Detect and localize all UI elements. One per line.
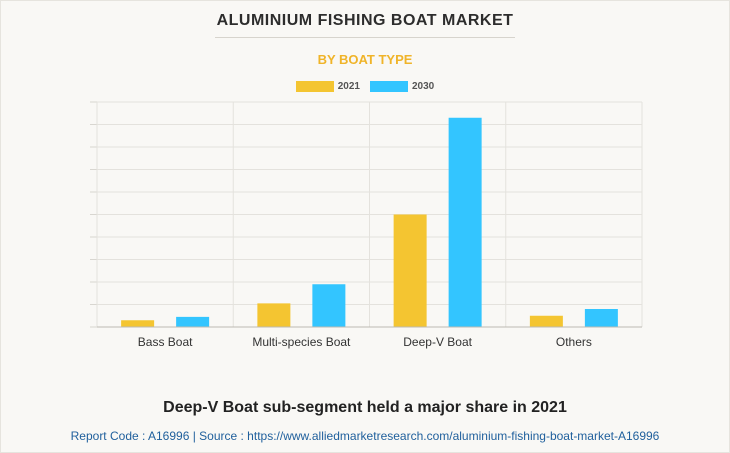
bar-2021-bass-boat — [121, 320, 155, 327]
x-tick-label: Deep-V Boat — [403, 335, 472, 349]
chart-title: ALUMINIUM FISHING BOAT MARKET — [216, 12, 514, 29]
bar-2021-deep-v-boat — [393, 214, 427, 327]
bar-2021-multi-species-boat — [257, 303, 291, 327]
title-divider — [215, 37, 515, 38]
bar-2030-bass-boat — [176, 316, 210, 327]
bar-2021-others — [529, 315, 563, 327]
legend-label-2021: 2021 — [337, 81, 360, 92]
legend-swatch-2021 — [295, 81, 334, 92]
bar-2030-deep-v-boat — [448, 117, 482, 327]
source-line[interactable]: Report Code : A16996 | Source : https://… — [70, 429, 660, 443]
x-tick-label: Others — [556, 335, 592, 349]
x-tick-label: Multi-species Boat — [252, 335, 351, 349]
legend-item-2030[interactable]: 2030 — [370, 81, 434, 92]
legend-label-2030: 2030 — [412, 81, 435, 92]
bar-2030-others — [584, 309, 618, 327]
chart-caption: Deep-V Boat sub-segment held a major sha… — [163, 399, 567, 416]
legend-swatch-2030 — [370, 81, 408, 92]
x-tick-label: Bass Boat — [138, 335, 193, 349]
legend-item-2021[interactable]: 2021 — [295, 81, 360, 92]
chart-subtitle: BY BOAT TYPE — [317, 52, 413, 67]
legend: 2021 2030 — [0, 81, 730, 92]
bar-2030-multi-species-boat — [312, 284, 346, 327]
